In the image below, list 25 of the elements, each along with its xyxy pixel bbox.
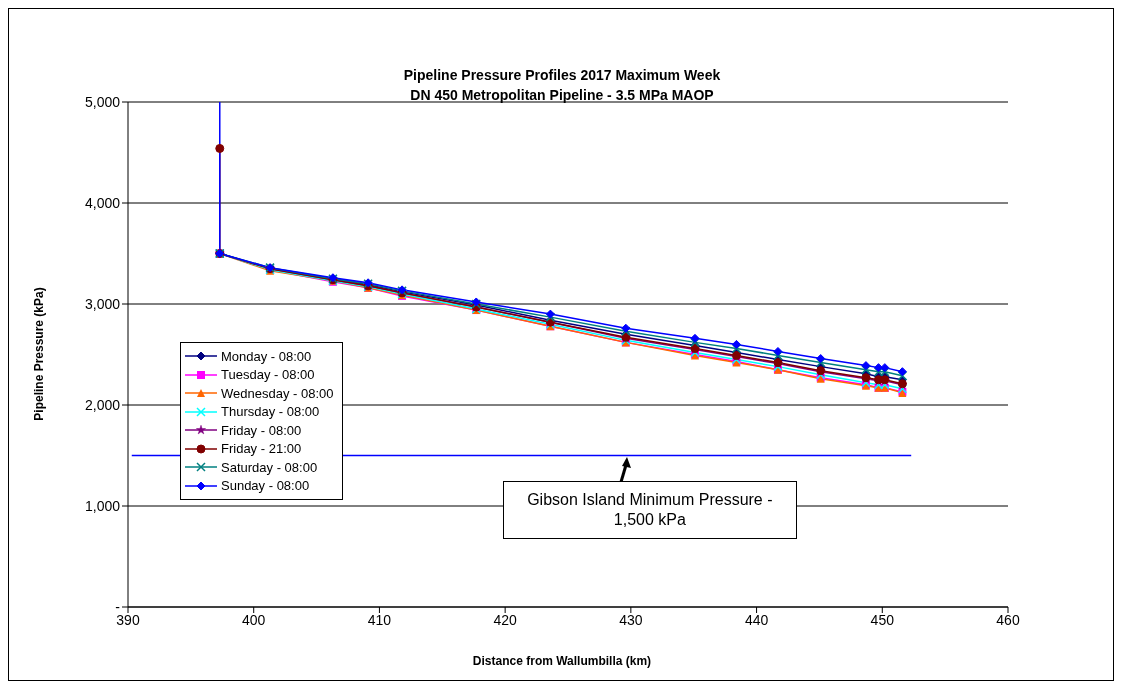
chart-title: Pipeline Pressure Profiles 2017 Maximum Week (402, 66, 722, 85)
x-tick-label: 420 (493, 611, 518, 628)
y-tick-label: 2,000 (84, 396, 121, 413)
x-tick-label: 450 (870, 611, 895, 628)
legend-label: Wednesday - 08:00 (221, 385, 334, 401)
legend-label: Saturday - 08:00 (221, 459, 318, 475)
y-tick-label: 3,000 (84, 295, 121, 312)
legend-label: Friday - 21:00 (221, 441, 302, 457)
annotation: Gibson Island Minimum Pressure - 1,500 kPa (502, 480, 797, 539)
legend-label: Sunday - 08:00 (221, 478, 310, 494)
x-tick-label: 430 (619, 611, 643, 628)
x-tick-label: 410 (367, 611, 392, 628)
legend-label: Tuesday - 08:00 (221, 367, 315, 383)
y-tick-label: 1,000 (84, 497, 121, 514)
legend-label: Monday - 08:00 (221, 348, 312, 364)
x-tick-label: 460 (996, 611, 1020, 628)
y-tick-label: 4,000 (84, 194, 121, 211)
y-axis-title: Pipeline Pressure (kPa) (32, 285, 46, 423)
legend-label: Friday - 08:00 (221, 422, 302, 438)
x-tick-label: 440 (744, 611, 769, 628)
legend-label: Thursday - 08:00 (221, 404, 320, 420)
x-axis-title: Distance from Wallumbilla (km) (471, 654, 653, 668)
y-tick-label: 5,000 (84, 93, 121, 110)
chart-subtitle: DN 450 Metropolitan Pipeline - 3.5 MPa MAOP (410, 87, 714, 103)
x-tick-label: 400 (242, 611, 266, 628)
